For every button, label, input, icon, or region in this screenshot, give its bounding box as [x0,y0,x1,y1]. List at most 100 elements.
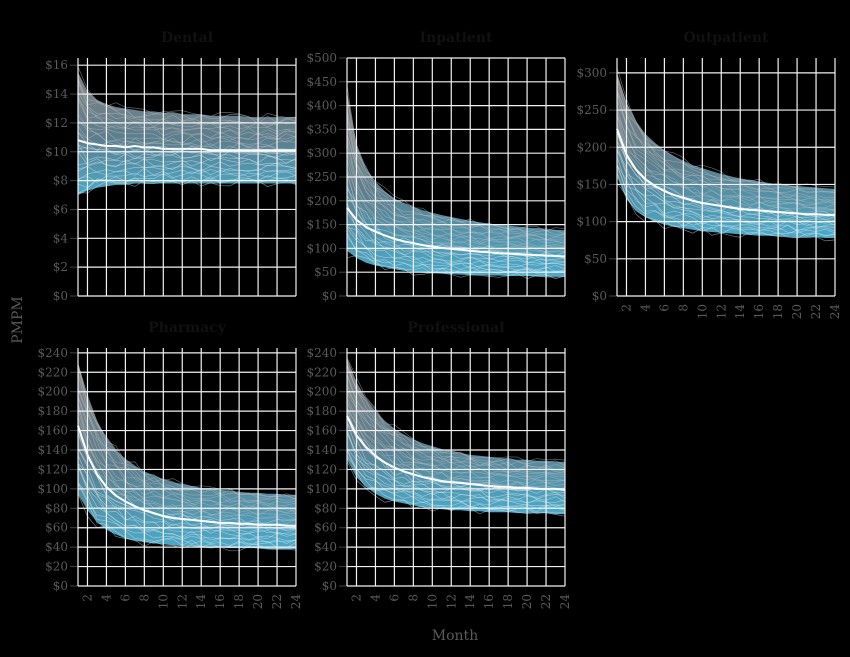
simulation-line [346,366,566,467]
simulation-line [77,481,297,548]
y-tick-label: $350 [306,122,337,136]
mean-line [77,425,296,527]
simulation-line [77,120,297,145]
simulation-line [616,76,836,193]
simulation-line [77,66,297,121]
panel-pharmacy: Pharmacy $0 $20 $40 $60 $80 $100 $120 $140 $160 $1… [37,320,303,609]
simulation-line [77,373,297,503]
y-tick-label: $120 [37,462,68,476]
simulation-line [77,363,297,500]
x-tick-label: 4 [368,594,382,602]
simulation-line [77,95,297,138]
simulation-line [77,92,297,135]
x-tick-label: 8 [137,594,151,602]
y-tick-label: $450 [306,75,337,89]
simulation-line [346,226,566,270]
simulation-line [77,99,297,140]
y-tick-label: $0 [53,579,68,593]
simulation-line [616,92,836,202]
simulation-line [77,98,296,132]
x-tick-label: 24 [558,594,572,610]
simulation-line [77,405,297,514]
simulation-line [616,115,836,209]
y-tick-label: $200 [306,385,337,399]
x-tick-label: 12 [175,594,189,609]
simulation-line [346,227,566,274]
mean-line [77,139,296,152]
simulation-line [346,232,566,275]
simulation-line [346,95,566,234]
simulation-line [616,67,836,188]
y-tick-label: $300 [306,146,337,160]
simulation-line [77,408,297,520]
y-tick-label: $100 [306,241,337,255]
panel-title: Outpatient [683,30,769,46]
mean-line [346,415,566,491]
simulation-line [616,91,836,203]
y-tick-label: $16 [45,58,68,72]
simulation-line [346,151,566,249]
simulation-line [616,164,836,234]
y-tick-label: $50 [314,265,337,279]
simulation-line [77,431,297,528]
x-tick-label: 18 [232,594,246,609]
x-tick-label: 24 [289,594,303,610]
y-tick-label: $80 [314,501,337,515]
x-tick-label: 18 [501,594,515,609]
y-tick-label: $220 [306,365,337,379]
panel-professional: Professional $0 $20 $40 $60 $80 $100 $120 $140 $1… [306,320,572,609]
y-tick-label: $200 [37,385,68,399]
simulation-line [346,124,566,241]
simulation-line [346,374,566,475]
y-tick-label: $10 [45,145,68,159]
simulation-line [616,164,836,232]
y-tick-label: $14 [45,87,68,101]
y-tick-label: $50 [584,252,607,266]
x-tick-label: 2 [350,594,364,602]
y-tick-label: $40 [314,540,337,554]
mean-line [346,207,566,258]
x-tick-label: 10 [695,304,709,319]
y-tick-label: $240 [37,346,68,360]
x-tick-label: 6 [657,304,671,312]
x-tick-label: 12 [714,304,728,319]
y-tick-label: $40 [45,540,68,554]
y-tick-label: $200 [306,194,337,208]
simulation-line [77,176,297,194]
x-tick-label: 14 [733,304,747,320]
x-axis-label: Month [432,628,478,644]
y-tick-label: $200 [576,140,607,154]
y-tick-label: $180 [306,404,337,418]
y-tick-label: $140 [37,443,68,457]
panel-title: Inpatient [420,30,493,46]
x-tick-label: 14 [463,594,477,610]
simulation-line [77,425,297,525]
x-tick-label: 2 [81,594,95,602]
simulation-line [77,483,297,546]
x-tick-label: 24 [828,304,842,320]
x-tick-label: 14 [194,594,208,610]
panel-title: Professional [407,320,504,336]
panel-title: Dental [161,30,213,46]
y-tick-label: $100 [306,482,337,496]
x-tick-label: 16 [482,594,496,609]
simulation-line [77,387,297,506]
simulation-line [346,184,566,263]
simulation-line [616,112,836,211]
simulation-line [616,108,835,206]
simulation-line [616,144,836,224]
y-tick-label: $250 [576,103,607,117]
x-tick-label: 16 [752,304,766,319]
simulation-line [616,164,836,237]
y-tick-label: $160 [37,424,68,438]
simulation-line [346,448,566,509]
y-tick-label: $80 [45,501,68,515]
simulation-line [346,384,566,475]
simulation-line [77,433,297,525]
x-tick-label: 10 [156,594,170,609]
simulation-line [616,149,836,229]
y-tick-label: $150 [576,177,607,191]
y-tick-label: $500 [306,51,337,65]
simulation-line [77,448,297,532]
